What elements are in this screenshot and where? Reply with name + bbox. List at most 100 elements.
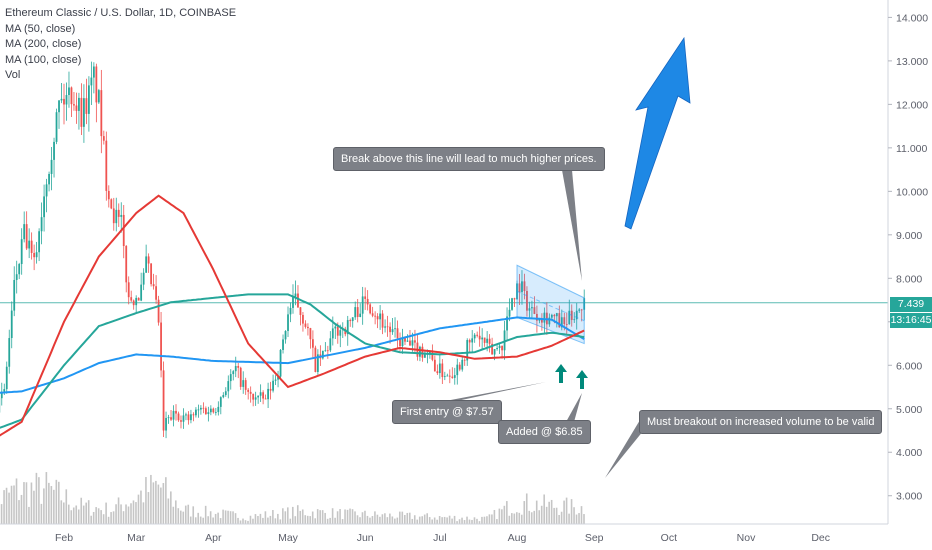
annotation-added[interactable]: Added @ $6.85 xyxy=(498,420,591,444)
volume-bar xyxy=(324,512,326,524)
x-tick-label: Jun xyxy=(357,532,374,544)
volume-bar xyxy=(152,482,155,524)
volume-bar xyxy=(82,505,85,524)
candle-body xyxy=(312,339,314,348)
channel-midline xyxy=(516,290,585,322)
last-price-badge: 7.439 xyxy=(890,297,932,312)
candle-body xyxy=(145,256,148,273)
candle xyxy=(391,318,394,335)
legend-ma100[interactable]: MA (100, close) xyxy=(5,53,82,66)
candle-body xyxy=(521,281,523,293)
volume-bar xyxy=(331,508,334,524)
candle xyxy=(207,406,210,422)
candle-body xyxy=(433,359,436,372)
volume-bar xyxy=(279,519,282,524)
volume-bar xyxy=(558,514,560,524)
volume-bar xyxy=(550,499,553,524)
candle-body xyxy=(209,408,212,413)
candle-body xyxy=(242,380,245,387)
annotation-arrows xyxy=(440,36,691,478)
candle-body xyxy=(187,414,190,421)
candle-body xyxy=(58,100,60,113)
candle-body xyxy=(476,334,479,336)
volume-bar xyxy=(3,490,5,524)
volume-bar xyxy=(471,519,473,524)
volume-bar xyxy=(316,509,319,524)
candle xyxy=(60,83,63,104)
volume-bar xyxy=(364,510,366,524)
candle xyxy=(351,317,354,328)
candle xyxy=(177,411,180,422)
candle xyxy=(543,307,546,333)
annotation-breakout-line[interactable]: Break above this line will lead to much … xyxy=(333,147,605,171)
candle xyxy=(214,407,217,416)
x-tick-label: Apr xyxy=(205,532,222,544)
candle-body xyxy=(18,264,21,275)
volume-bar xyxy=(431,519,433,524)
volume-bar xyxy=(501,509,503,524)
volume-bar xyxy=(406,512,409,524)
candle-body xyxy=(262,392,265,399)
annotation-volume-note[interactable]: Must breakout on increased volume to be … xyxy=(639,410,883,434)
candle-body xyxy=(175,410,177,414)
descending-channel[interactable] xyxy=(516,264,585,345)
volume-bar xyxy=(239,520,242,524)
candle-body xyxy=(140,284,143,301)
candle-body xyxy=(132,300,135,306)
volume-bar xyxy=(100,510,102,524)
candle xyxy=(274,375,277,386)
volume-bar xyxy=(346,509,349,524)
candle-body xyxy=(107,190,110,200)
candle-body xyxy=(528,308,531,311)
candle xyxy=(28,228,31,259)
candle xyxy=(112,197,115,231)
volume-bar xyxy=(384,513,386,524)
candle xyxy=(140,272,143,302)
candle xyxy=(199,405,202,415)
candle-body xyxy=(481,337,484,340)
annotation-first-entry[interactable]: First entry @ $7.57 xyxy=(392,400,502,424)
candle-body xyxy=(55,112,58,142)
candle-body xyxy=(195,409,197,416)
candle-body xyxy=(565,324,568,325)
volume-bar xyxy=(369,517,371,524)
volume-bar xyxy=(371,516,374,524)
candle-body xyxy=(63,98,65,105)
volume-bar xyxy=(563,500,565,524)
volume-bar xyxy=(13,485,15,524)
candle-body xyxy=(307,326,309,329)
candle xyxy=(302,311,304,332)
volume-bar xyxy=(488,514,491,524)
volume-bar xyxy=(396,517,399,524)
volume-bar xyxy=(319,510,321,524)
volume-bar xyxy=(379,516,381,524)
candle xyxy=(279,349,282,380)
candle-body xyxy=(112,208,115,224)
candle-body xyxy=(424,354,426,358)
volume-bars xyxy=(0,472,585,524)
volume-bar xyxy=(242,518,244,524)
candle xyxy=(329,331,332,353)
candle-body xyxy=(125,246,128,283)
candle xyxy=(471,330,474,354)
volume-bar xyxy=(533,510,536,524)
candle xyxy=(73,92,75,111)
legend-vol[interactable]: Vol xyxy=(5,69,21,81)
candle xyxy=(117,203,120,227)
candle-body xyxy=(65,95,68,105)
legend-ma50[interactable]: MA (50, close) xyxy=(5,22,76,35)
candle-body xyxy=(438,363,441,374)
candle-body xyxy=(336,326,339,336)
candle-body xyxy=(48,173,50,185)
volume-bar xyxy=(411,518,414,524)
candle xyxy=(252,393,255,407)
candle-body xyxy=(90,77,93,86)
volume-bar xyxy=(543,494,545,524)
candle-body xyxy=(192,414,195,416)
candle-body xyxy=(122,214,125,247)
legend-ma200[interactable]: MA (200, close) xyxy=(5,38,82,50)
candle xyxy=(506,307,508,341)
volume-bar xyxy=(423,514,426,524)
candle-body xyxy=(580,309,583,311)
